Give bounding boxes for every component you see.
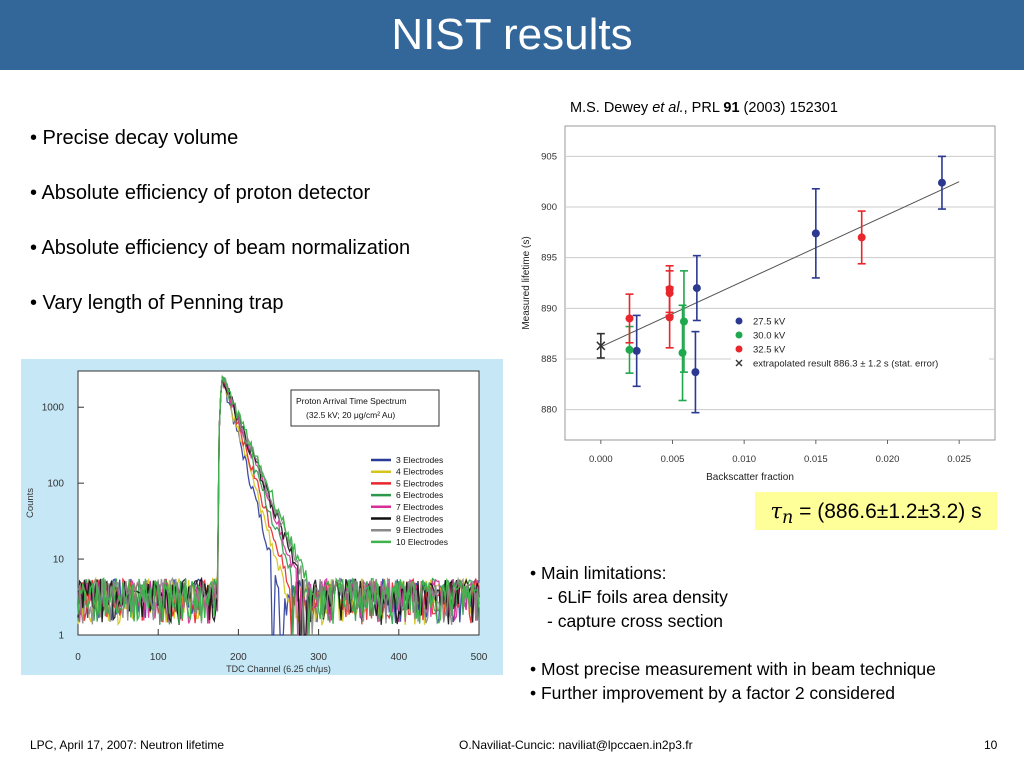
data-point xyxy=(937,178,946,187)
lifetime-chart: 880 885 890 895 900 905 0.000 0.005 0.010 0.015 0.… xyxy=(521,125,996,483)
legend-marker xyxy=(735,317,743,325)
y-tick-label: 905 xyxy=(541,151,557,162)
x-tick-label: 400 xyxy=(390,652,407,663)
citation-journal: , PRL xyxy=(683,100,724,116)
y-tick-label: 100 xyxy=(47,479,64,490)
legend-label: 9 Electrodes xyxy=(396,525,443,535)
x-tick-label: 200 xyxy=(230,652,247,663)
chart-subtitle: (32.5 kV; 20 μg/cm² Au) xyxy=(306,410,395,420)
legend-label: 32.5 kV xyxy=(753,345,786,356)
x-tick-label: 500 xyxy=(471,652,488,663)
citation-volume: 91 xyxy=(723,100,740,116)
x-tick-label: 0.000 xyxy=(589,454,613,465)
y-tick-label: 890 xyxy=(541,303,557,314)
legend-label: extrapolated result 886.3 ± 1.2 s (stat.… xyxy=(753,359,938,370)
footer-center: O.Naviliat-Cuncic: naviliat@lpccaen.in2p… xyxy=(459,738,693,752)
limitation-item: - capture cross section xyxy=(547,611,724,631)
data-point xyxy=(625,314,634,323)
legend-label: 30.0 kV xyxy=(753,331,786,342)
data-point xyxy=(625,345,634,354)
bullet-item: • Vary length of Penning trap xyxy=(30,292,284,314)
title-box xyxy=(290,389,440,427)
bullet-item: • Precise decay volume xyxy=(30,127,239,149)
y-tick-label: 880 xyxy=(541,405,557,416)
data-point xyxy=(679,317,688,326)
x-tick-label: 0.025 xyxy=(947,454,971,465)
data-point xyxy=(857,233,866,242)
bullet-list: • Precise decay volume • Absolute effici… xyxy=(30,126,410,346)
footer-left: LPC, April 17, 2007: Neutron lifetime xyxy=(30,738,225,752)
y-tick-label: 885 xyxy=(541,354,557,365)
title-bar: NIST results xyxy=(0,0,1024,70)
legend-label: 8 Electrodes xyxy=(396,514,443,524)
plot-area xyxy=(564,125,996,441)
data-point xyxy=(811,229,820,238)
x-tick-label: 0.015 xyxy=(804,454,828,465)
tau-subscript: n xyxy=(782,508,794,529)
y-tick-label: 10 xyxy=(53,555,65,566)
legend-label: 5 Electrodes xyxy=(396,478,443,488)
y-axis-label: Measured lifetime (s) xyxy=(521,236,532,329)
bullet-item: • Absolute efficiency of proton detector xyxy=(30,182,371,204)
y-tick-label: 895 xyxy=(541,253,557,264)
tau-symbol: τ xyxy=(770,499,783,523)
x-axis-label: TDC Channel (6.25 ch/μs) xyxy=(226,664,331,674)
limitations-block: • Main limitations: - 6LiF foils area de… xyxy=(530,561,936,705)
legend-marker xyxy=(735,331,743,339)
page-number: 10 xyxy=(984,738,998,752)
x-tick-label: 300 xyxy=(310,652,327,663)
legend-marker xyxy=(735,359,743,367)
data-point xyxy=(691,368,700,377)
data-point xyxy=(692,284,701,293)
legend-label: 4 Electrodes xyxy=(396,467,443,477)
x-tick-label: 0.005 xyxy=(661,454,685,465)
y-tick-label: 900 xyxy=(541,202,557,213)
y-tick-label: 1 xyxy=(58,631,64,642)
result-value: = (886.6±1.2±3.2) s xyxy=(793,500,982,523)
data-point xyxy=(678,348,687,357)
citation: M.S. Dewey et al., PRL 91 (2003) 152301 xyxy=(570,100,838,116)
slide-title: NIST results xyxy=(391,10,633,59)
x-tick-label: 100 xyxy=(150,652,167,663)
spectrum-line xyxy=(77,374,480,636)
result-box: τn = (886.6±1.2±3.2) s xyxy=(755,492,997,530)
x-tick-label: 0.020 xyxy=(876,454,900,465)
x-tick-label: 0.010 xyxy=(732,454,756,465)
y-axis-label: Counts xyxy=(25,488,36,518)
citation-rest: (2003) 152301 xyxy=(739,100,838,116)
y-tick-label: 1000 xyxy=(42,403,65,414)
legend-background xyxy=(731,311,989,373)
limitations-heading: • Main limitations: xyxy=(530,563,667,583)
legend-label: 27.5 kV xyxy=(753,317,786,328)
data-point xyxy=(596,341,606,351)
data-point xyxy=(632,346,641,355)
x-axis-label: Backscatter fraction xyxy=(706,472,794,483)
legend-label: 3 Electrodes xyxy=(396,455,443,465)
legend-label: 7 Electrodes xyxy=(396,502,443,512)
spacer xyxy=(530,633,936,657)
legend-label: 10 Electrodes xyxy=(396,537,448,547)
citation-authors: M.S. Dewey xyxy=(570,100,653,116)
citation-etal: et al. xyxy=(652,100,684,116)
chart-title: Proton Arrival Time Spectrum xyxy=(296,396,407,406)
limitation-item: - 6LiF foils area density xyxy=(547,587,728,607)
data-point xyxy=(665,313,674,322)
legend-label: 6 Electrodes xyxy=(396,490,443,500)
bullet-item: • Absolute efficiency of beam normalizat… xyxy=(30,237,411,259)
x-tick-label: 0 xyxy=(75,652,81,663)
note-item: • Further improvement by a factor 2 cons… xyxy=(530,683,896,703)
fit-line xyxy=(600,181,960,348)
legend-marker xyxy=(735,345,743,353)
note-item: • Most precise measurement with in beam … xyxy=(530,659,936,679)
tdc-chart: 1 10 100 1000 0 100 200 300 400 500 TDC Channel (6… xyxy=(21,359,503,675)
